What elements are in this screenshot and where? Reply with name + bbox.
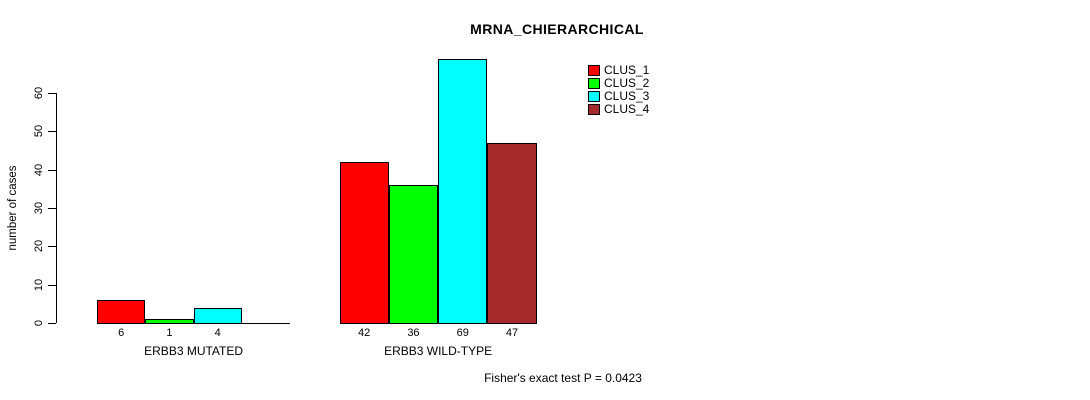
legend-label: CLUS_2 [604, 76, 650, 90]
y-axis-tick [48, 246, 56, 248]
category-label: ERBB3 MUTATED [144, 344, 244, 358]
y-axis-line [56, 93, 57, 323]
legend-label: CLUS_3 [604, 89, 650, 103]
chart-title: MRNA_CHIERARCHICAL [470, 21, 644, 37]
bar-value-label: 4 [214, 327, 221, 339]
bar-CLUS_1-ERBB3-MUTATED [97, 300, 146, 324]
y-axis-label-text: number of cases [7, 165, 19, 251]
legend-label: CLUS_1 [604, 63, 650, 77]
bar-value-label: 42 [358, 327, 371, 339]
legend-swatch-icon [588, 77, 600, 89]
y-axis-tick-label-text: 30 [33, 201, 45, 215]
annotation-text: Fisher's exact test P = 0.0423 [484, 371, 642, 385]
bar-value-label: 47 [505, 327, 519, 339]
legend-label: CLUS_4 [604, 102, 650, 116]
legend-item: CLUS_3 [588, 90, 649, 102]
bar-value-label: 6 [118, 327, 125, 339]
legend-item: CLUS_4 [588, 103, 649, 115]
bar-CLUS_2-ERBB3-WILD-TYPE [388, 185, 439, 324]
bar-CLUS_3-ERBB3-WILD-TYPE [438, 58, 488, 324]
bar-value-label: 36 [407, 327, 420, 339]
y-axis-tick [48, 323, 56, 324]
bar-value-label: 69 [456, 327, 469, 339]
y-axis-tick [48, 284, 56, 286]
y-axis-tick-label-text: 10 [33, 278, 45, 291]
y-axis-tick [48, 131, 56, 133]
legend-swatch-icon [588, 64, 600, 76]
y-axis-tick-label-text: 0 [33, 319, 45, 327]
y-axis-tick-label-text: 40 [33, 163, 45, 176]
legend: CLUS_1 CLUS_2 CLUS_3 CLUS_4 [588, 64, 649, 116]
y-axis-tick [48, 169, 56, 171]
bar-value-label: 1 [166, 327, 173, 339]
category-label: ERBB3 WILD-TYPE [384, 344, 493, 358]
legend-item: CLUS_2 [588, 77, 649, 89]
bar-CLUS_2-ERBB3-MUTATED [145, 319, 194, 324]
bar-CLUS_1-ERBB3-WILD-TYPE [339, 162, 389, 324]
bar-CLUS_3-ERBB3-MUTATED [193, 307, 242, 324]
legend-swatch-icon [588, 103, 600, 115]
y-axis-tick-label-text: 50 [33, 125, 45, 138]
y-axis-tick [48, 93, 56, 94]
bar-CLUS_4-ERBB3-WILD-TYPE [487, 142, 537, 324]
legend-item: CLUS_1 [588, 64, 649, 76]
legend-swatch-icon [588, 90, 600, 102]
y-axis-tick-label-text: 60 [33, 86, 45, 100]
y-axis-tick-label-text: 20 [33, 240, 45, 253]
y-axis-tick [48, 208, 56, 209]
